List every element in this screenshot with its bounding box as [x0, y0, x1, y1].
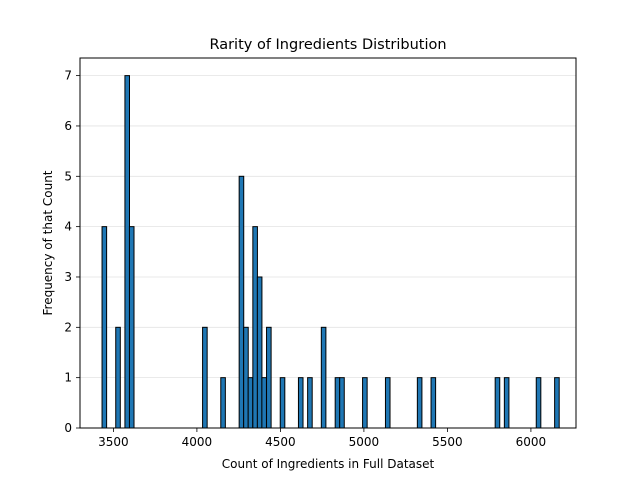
histogram-bar [416, 377, 423, 429]
histogram-bar [124, 75, 130, 429]
histogram-bar [238, 175, 245, 429]
histogram-bar [266, 326, 272, 429]
histogram-bar [252, 226, 258, 429]
histogram-bar [202, 326, 208, 429]
y-tick-label: 4 [64, 220, 72, 234]
chart-title: Rarity of Ingredients Distribution [209, 37, 446, 53]
histogram-bar [307, 377, 313, 429]
histogram-bar [115, 326, 121, 429]
histogram-bar [101, 226, 108, 429]
y-tick-label: 0 [64, 421, 72, 435]
x-axis-label: Count of Ingredients in Full Dataset [222, 457, 435, 471]
y-tick-label: 1 [64, 371, 72, 385]
x-axis: 3500 4000 4500 5000 5500 6000 [98, 428, 546, 449]
histogram-bar [535, 377, 542, 429]
histogram-bar [128, 226, 135, 429]
histogram-bar [256, 276, 263, 429]
grid [80, 75, 576, 429]
y-tick-label: 3 [64, 270, 72, 284]
x-tick-label: 5000 [349, 435, 380, 449]
x-tick-label: 4000 [182, 435, 213, 449]
histogram-bar [279, 377, 286, 429]
histogram-bar [297, 377, 304, 429]
histogram-bar [261, 377, 267, 429]
histogram-bar [247, 377, 254, 429]
histogram-bar [243, 326, 249, 429]
x-tick-label: 5500 [432, 435, 463, 449]
y-tick-label: 5 [64, 169, 72, 183]
y-tick-label: 7 [64, 69, 72, 83]
y-tick-label: 6 [64, 119, 72, 133]
y-axis: 0 1 2 3 4 5 6 7 [64, 69, 80, 435]
histogram-bar [362, 377, 368, 429]
y-axis-label: Frequency of that Count [41, 170, 55, 315]
histogram-bar [339, 377, 345, 429]
y-tick-label: 2 [64, 320, 72, 334]
histogram-bar [334, 377, 341, 429]
x-tick-label: 6000 [516, 435, 547, 449]
histogram-bar [430, 377, 437, 429]
histogram-bar [384, 377, 391, 429]
histogram-bar [494, 377, 501, 429]
x-tick-label: 4500 [265, 435, 296, 449]
histogram-bar [503, 377, 510, 429]
histogram-bar [554, 377, 560, 429]
histogram-bar [320, 326, 327, 429]
plot-frame [79, 57, 577, 429]
x-tick-label: 3500 [98, 435, 129, 449]
histogram-bar [220, 377, 226, 429]
